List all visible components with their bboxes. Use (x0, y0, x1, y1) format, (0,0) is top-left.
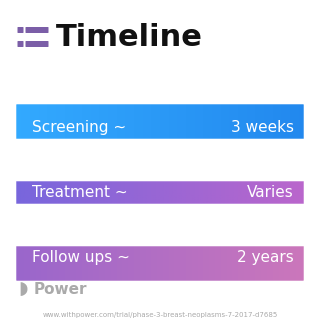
Text: Power: Power (34, 282, 87, 297)
Text: Timeline: Timeline (56, 23, 203, 51)
Text: ◗: ◗ (18, 280, 28, 298)
Text: 2 years: 2 years (237, 250, 294, 265)
FancyBboxPatch shape (26, 27, 49, 33)
FancyBboxPatch shape (26, 41, 49, 47)
Text: 3 weeks: 3 weeks (231, 120, 294, 135)
Text: Follow ups ~: Follow ups ~ (32, 250, 130, 265)
Text: Screening ~: Screening ~ (32, 120, 126, 135)
Text: www.withpower.com/trial/phase-3-breast-neoplasms-7-2017-d7685: www.withpower.com/trial/phase-3-breast-n… (42, 312, 278, 318)
FancyBboxPatch shape (18, 41, 23, 47)
Text: Varies: Varies (247, 185, 294, 200)
Text: Treatment ~: Treatment ~ (32, 185, 128, 200)
FancyBboxPatch shape (18, 27, 23, 33)
